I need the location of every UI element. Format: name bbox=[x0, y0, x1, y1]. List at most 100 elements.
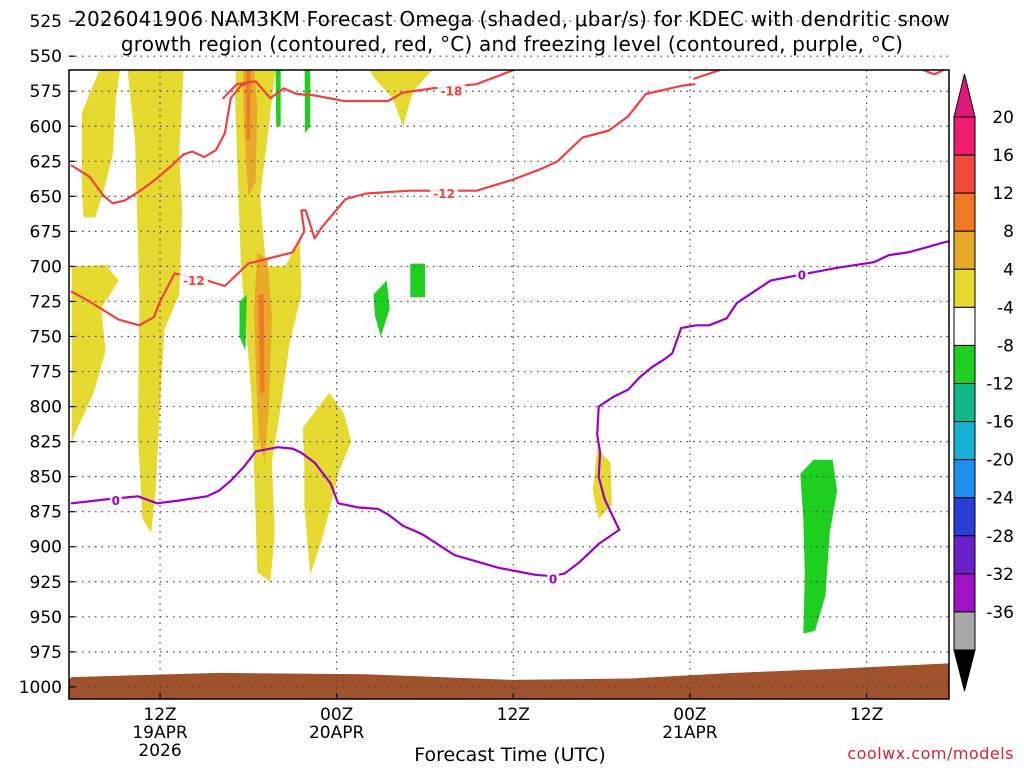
colorbar-swatch bbox=[953, 192, 976, 232]
omega-region-4 bbox=[302, 392, 352, 575]
contour-label: -12 bbox=[433, 187, 455, 201]
colorbar-label: -12 bbox=[986, 375, 1014, 395]
plot-frame bbox=[68, 69, 950, 700]
omega-region-1 bbox=[71, 265, 119, 442]
x-tick-label: 12Z bbox=[497, 705, 530, 725]
y-tick-label: 625 bbox=[30, 152, 62, 172]
contour-layer: -18 -12 -12 0 0 0 bbox=[70, 70, 949, 586]
colorbar-label: 4 bbox=[1003, 260, 1014, 280]
contour-label-bg bbox=[437, 84, 466, 99]
y-tick-label: 825 bbox=[30, 433, 62, 453]
y-tick-label: 600 bbox=[30, 117, 62, 137]
contour-label-bg bbox=[109, 493, 122, 508]
y-tick-label: 800 bbox=[30, 398, 62, 418]
colorbar-label: -24 bbox=[986, 489, 1014, 509]
omega-region-0 bbox=[82, 70, 121, 218]
contour-label-bg bbox=[795, 267, 808, 282]
y-tick-label: 850 bbox=[30, 468, 62, 488]
contour-line-m12-2 bbox=[70, 80, 253, 205]
x-tick-label: 00Z bbox=[320, 705, 353, 725]
colorbar-label: -36 bbox=[986, 603, 1014, 623]
colorbar-swatch bbox=[953, 497, 976, 537]
x-tick-label: 12Z bbox=[850, 705, 883, 725]
colorbar-swatch bbox=[953, 344, 976, 384]
terrain-layer bbox=[69, 663, 949, 699]
omega-region-10 bbox=[258, 294, 265, 393]
colorbar-label: -16 bbox=[986, 413, 1014, 433]
contour-label-bg bbox=[430, 186, 459, 201]
omega-region-12 bbox=[304, 70, 311, 134]
colorbar-swatch bbox=[953, 611, 976, 651]
y-tick-label: 650 bbox=[30, 187, 62, 207]
colorbar-swatch bbox=[953, 383, 976, 423]
omega-region-14 bbox=[373, 280, 390, 337]
contour-line-m18-0 bbox=[222, 70, 517, 103]
colorbar-swatch bbox=[953, 459, 976, 499]
x-tick-label: 20APR bbox=[309, 723, 365, 743]
y-tick-label: 875 bbox=[30, 503, 62, 523]
y-tick-label: 700 bbox=[30, 257, 62, 277]
contour-line-m12-3 bbox=[70, 83, 696, 327]
contour-label: 0 bbox=[112, 494, 120, 508]
x-tick-label: 19APR bbox=[132, 723, 188, 743]
y-tick-label: 575 bbox=[30, 82, 62, 102]
omega-region-11 bbox=[275, 70, 281, 127]
colorbar-label: 12 bbox=[992, 184, 1014, 204]
y-tick-label: 950 bbox=[30, 608, 62, 628]
omega-region-15 bbox=[410, 263, 425, 298]
colorbar-swatch bbox=[953, 154, 976, 194]
contour-label: 0 bbox=[549, 572, 557, 586]
colorbar-swatch bbox=[953, 535, 976, 575]
colorbar-label: -8 bbox=[997, 336, 1014, 356]
colorbar-swatch bbox=[953, 230, 976, 270]
y-tick-label: 750 bbox=[30, 328, 62, 348]
omega-region-16 bbox=[800, 459, 838, 634]
colorbar-swatch bbox=[953, 306, 976, 346]
y-axis-ticks: 525 550 575 600 625 650 675 700 725 750 775 800 825 8… bbox=[19, 12, 75, 698]
colorbar-label: 8 bbox=[1003, 222, 1014, 242]
colorbar-swatch bbox=[953, 573, 976, 613]
omega-shading-layer bbox=[71, 70, 838, 634]
credit-text: coolwx.com/models bbox=[847, 744, 1014, 763]
colorbar-label: -32 bbox=[986, 565, 1014, 585]
contour-label: 0 bbox=[798, 268, 806, 282]
y-tick-label: 725 bbox=[30, 292, 62, 312]
colorbar-label: -28 bbox=[986, 527, 1014, 547]
omega-region-9 bbox=[246, 70, 251, 141]
x-tick-label: 2026 bbox=[138, 741, 181, 761]
colorbar-label: 16 bbox=[992, 146, 1014, 166]
colorbar-top-arrow bbox=[953, 73, 976, 118]
colorbar-label: -4 bbox=[997, 298, 1014, 318]
contour-line-0-4 bbox=[70, 240, 949, 578]
colorbar: 20 16 12 8 4 -4 -8 -12 -16 -20 -24 -28 -32 -36 bbox=[953, 73, 1014, 692]
chart-title-line-2: growth region (contoured, red, °C) and f… bbox=[120, 32, 904, 56]
omega-region-5 bbox=[369, 70, 433, 127]
x-tick-label: 21APR bbox=[662, 723, 718, 743]
colorbar-swatch bbox=[953, 268, 976, 308]
colorbar-swatch bbox=[953, 116, 976, 156]
x-tick-label: 00Z bbox=[673, 705, 706, 725]
colorbar-swatch bbox=[953, 421, 976, 461]
colorbar-label: 20 bbox=[992, 108, 1014, 128]
omega-region-2 bbox=[127, 70, 184, 533]
omega-region-13 bbox=[239, 294, 247, 351]
y-tick-label: 925 bbox=[30, 573, 62, 593]
colorbar-label: -20 bbox=[986, 451, 1014, 471]
contour-label-bg bbox=[179, 273, 208, 288]
y-tick-label: 775 bbox=[30, 363, 62, 383]
contour-label: -18 bbox=[441, 85, 463, 99]
y-tick-label: 675 bbox=[30, 222, 62, 242]
contour-label-bg bbox=[547, 571, 560, 586]
y-tick-label: 900 bbox=[30, 538, 62, 558]
terrain-fill bbox=[69, 663, 949, 699]
colorbar-bottom-arrow bbox=[953, 649, 976, 692]
omega-region-7 bbox=[242, 70, 258, 197]
x-axis-label: Forecast Time (UTC) bbox=[414, 744, 606, 766]
contour-line-m18-1 bbox=[693, 70, 945, 80]
y-tick-label: 550 bbox=[30, 47, 62, 67]
x-tick-label: 12Z bbox=[143, 705, 176, 725]
contour-label: -12 bbox=[183, 274, 205, 288]
chart-title-line-1: 2026041906 NAM3KM Forecast Omega (shaded… bbox=[74, 7, 950, 31]
